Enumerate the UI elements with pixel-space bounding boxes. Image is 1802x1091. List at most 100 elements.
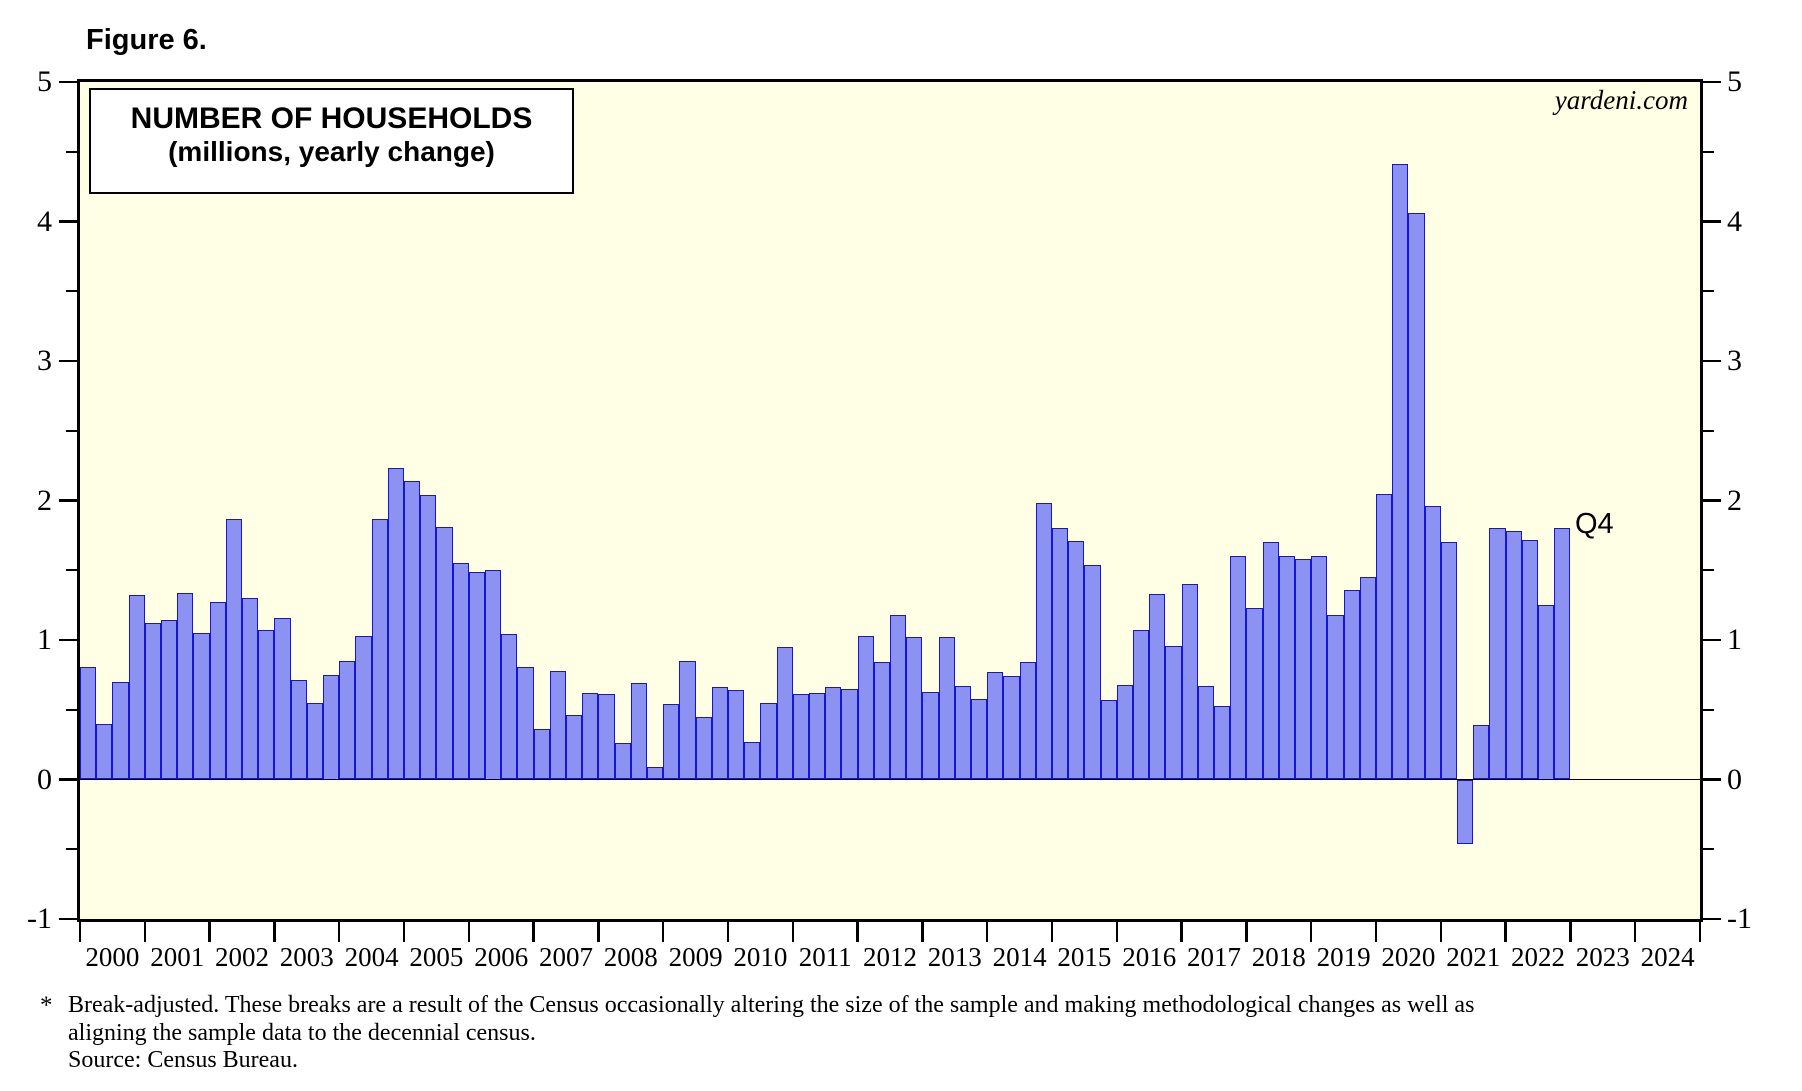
bar-2014Q3 <box>1019 662 1036 780</box>
y-minor-tick-left <box>66 569 77 572</box>
x-year-tick <box>78 922 82 942</box>
x-axis-year-label: 2016 <box>1122 942 1177 972</box>
bar-2009Q4 <box>711 687 728 780</box>
bar-2019Q2 <box>1327 614 1344 780</box>
bar-2003Q3 <box>306 702 323 780</box>
bar-2014Q4 <box>1035 503 1052 780</box>
x-axis-year-label: 2003 <box>279 942 334 972</box>
x-axis-year-label: 2010 <box>733 942 788 972</box>
y-minor-tick-right <box>1703 150 1714 153</box>
bar-2001Q2 <box>161 620 178 780</box>
footnote: Break-adjusted. These breaks are a resul… <box>68 992 1718 1075</box>
bar-2022Q4 <box>1554 528 1571 780</box>
bar-2018Q1 <box>1246 607 1263 780</box>
footnote-asterisk: * <box>40 992 53 1019</box>
bar-2020Q2 <box>1392 164 1409 780</box>
bar-2015Q1 <box>1052 528 1069 780</box>
x-year-tick <box>661 922 665 942</box>
y-major-tick-right <box>1703 80 1721 84</box>
bar-2018Q4 <box>1295 559 1312 780</box>
y-minor-tick-left <box>66 150 77 153</box>
y-axis-label-right: -1 <box>1727 902 1752 935</box>
bar-2021Q4 <box>1489 528 1506 780</box>
bar-2005Q4 <box>452 563 469 780</box>
bar-2022Q3 <box>1538 605 1555 780</box>
y-minor-tick-right <box>1703 429 1714 432</box>
plot-frame: NUMBER OF HOUSEHOLDS (millions, yearly c… <box>77 79 1703 922</box>
bar-2008Q1 <box>598 694 615 780</box>
bar-2012Q1 <box>857 635 874 780</box>
x-axis-year-label: 2023 <box>1575 942 1630 972</box>
x-axis-year-label: 2024 <box>1640 942 1695 972</box>
bar-2004Q2 <box>355 635 372 780</box>
y-axis-label-right: 5 <box>1727 65 1742 98</box>
y-axis-label-left: -1 <box>27 902 52 935</box>
bar-2000Q1 <box>80 666 97 780</box>
x-axis-year-label: 2021 <box>1446 942 1501 972</box>
bar-2022Q2 <box>1521 539 1538 780</box>
x-year-tick <box>1504 922 1507 942</box>
footnote-line-2: aligning the sample data to the decennia… <box>68 1019 536 1046</box>
x-axis-year-label: 2020 <box>1381 942 1436 972</box>
y-minor-tick-left <box>66 708 77 711</box>
bar-2007Q4 <box>582 693 599 780</box>
y-major-tick-right <box>1703 359 1721 363</box>
bar-2010Q2 <box>744 741 761 780</box>
bar-2003Q2 <box>290 680 307 780</box>
bar-2001Q1 <box>144 623 161 780</box>
x-axis-year-label: 2009 <box>668 942 723 972</box>
bar-2009Q1 <box>663 704 680 780</box>
bar-2021Q1 <box>1440 542 1457 780</box>
bar-2003Q4 <box>323 674 340 780</box>
y-major-tick-left <box>59 638 77 642</box>
bar-2001Q4 <box>193 633 210 780</box>
bar-2002Q4 <box>258 630 275 780</box>
x-year-tick <box>143 922 147 942</box>
bar-2002Q1 <box>209 602 226 780</box>
y-axis-label-left: 0 <box>37 762 52 796</box>
y-minor-tick-right <box>1703 708 1714 711</box>
bar-2016Q4 <box>1165 645 1182 780</box>
y-axis-label-right: 2 <box>1727 483 1742 517</box>
bar-2012Q2 <box>873 662 890 780</box>
y-major-tick-left <box>59 917 77 921</box>
y-major-tick-left <box>59 499 77 502</box>
bar-2001Q3 <box>177 592 194 780</box>
y-minor-tick-right <box>1703 290 1714 293</box>
bar-2005Q1 <box>404 480 421 780</box>
y-minor-tick-right <box>1703 848 1714 851</box>
bar-2020Q4 <box>1424 506 1441 780</box>
bar-2019Q3 <box>1343 589 1360 780</box>
x-axis-year-label: 2011 <box>798 942 852 972</box>
y-major-tick-left <box>59 778 77 781</box>
bar-2011Q4 <box>841 688 858 780</box>
x-year-tick <box>1180 922 1183 942</box>
bar-2012Q3 <box>890 614 907 780</box>
y-major-tick-left <box>59 220 77 223</box>
bar-2004Q1 <box>339 660 356 780</box>
x-axis-year-label: 2019 <box>1316 942 1371 972</box>
bar-2000Q4 <box>128 595 145 780</box>
x-year-tick <box>921 922 924 942</box>
y-major-tick-right <box>1703 499 1721 502</box>
footnote-line-3: Source: Census Bureau. <box>68 1047 298 1073</box>
bar-2006Q3 <box>501 634 518 780</box>
x-year-tick <box>273 922 276 942</box>
watermark-yardeni: yardeni.com <box>1554 85 1688 115</box>
bar-2011Q1 <box>792 694 809 780</box>
y-axis-label-left: 1 <box>37 623 52 656</box>
x-year-tick <box>985 922 989 942</box>
x-axis-year-label: 2017 <box>1186 942 1241 972</box>
bar-2000Q3 <box>112 681 129 780</box>
x-axis-year-label: 2018 <box>1251 942 1306 972</box>
y-major-tick-right <box>1703 638 1721 642</box>
q4-annotation: Q4 <box>1575 508 1614 540</box>
bar-2009Q2 <box>679 660 696 780</box>
bar-2007Q2 <box>549 670 566 780</box>
bar-2002Q3 <box>242 598 259 780</box>
x-axis-year-label: 2001 <box>150 942 205 972</box>
bar-2000Q2 <box>96 723 113 780</box>
bar-2011Q3 <box>825 687 842 780</box>
bar-2007Q1 <box>533 729 550 780</box>
